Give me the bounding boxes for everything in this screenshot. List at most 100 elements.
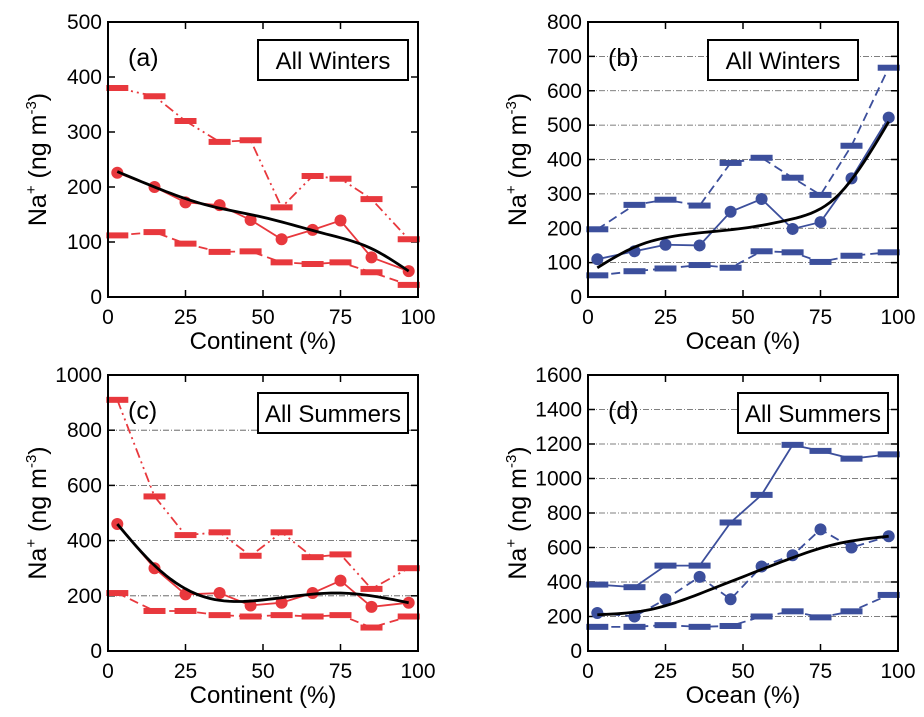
data-bar-marker-upper: [329, 175, 352, 182]
data-point-mean: [814, 216, 827, 229]
data-bar-marker-lower: [397, 613, 420, 620]
data-bar-marker-upper: [623, 584, 646, 591]
series-line-upper: [117, 87, 410, 240]
data-bar-marker-upper: [397, 565, 420, 572]
y-axis-label: Na+ (ng m-3): [503, 446, 532, 579]
series-line-lower: [597, 250, 889, 277]
y-axis-label-text: Na: [24, 194, 52, 226]
label-box: All Winters: [257, 39, 409, 81]
data-bar-marker-upper: [270, 529, 293, 536]
data-bar-marker-upper: [301, 173, 324, 179]
data-bar-marker-upper: [239, 137, 262, 144]
data-bar-marker-lower: [208, 612, 231, 619]
panel-label: (d): [608, 397, 639, 425]
x-tick-label: 100: [400, 306, 435, 329]
fit-curve: [596, 120, 890, 269]
y-tick-label: 600: [547, 537, 582, 560]
panel-label: (c): [128, 397, 157, 425]
y-axis-label-superscript: +: [503, 539, 520, 548]
y-tick-label: 400: [67, 530, 102, 553]
data-bar-marker-upper: [654, 562, 677, 569]
data-bar-marker-lower: [654, 622, 677, 629]
plot-frame: [107, 21, 419, 298]
x-tick-label: 100: [400, 660, 435, 683]
label-box-text: All Summers: [265, 401, 401, 428]
label-box-frame: [707, 39, 859, 81]
data-bar-marker-upper: [143, 493, 166, 500]
data-point-mean: [693, 239, 706, 252]
label-box-text: All Summers: [745, 401, 881, 428]
data-bar-marker-lower: [688, 262, 711, 269]
label-box: All Winters: [707, 39, 859, 81]
panel-d: 0 200 400 600 800 1000 1200 1400 1600 0 25 50 75 100 O…: [503, 364, 916, 709]
fit-curve: [116, 523, 409, 605]
data-bar-marker-lower: [877, 249, 900, 256]
label-box-text: All Winters: [276, 48, 391, 75]
y-axis-label-superscript: +: [23, 539, 40, 548]
y-tick-label: 600: [67, 474, 102, 497]
data-bar-marker-lower: [809, 258, 832, 265]
x-tick-label: 100: [880, 660, 915, 683]
x-tick-label: 50: [731, 306, 754, 329]
series-line-lower: [597, 594, 890, 628]
data-bar-marker-lower: [719, 622, 742, 629]
y-axis-label: Na+ (ng m-3): [23, 446, 52, 579]
y-tick-label: 500: [547, 114, 582, 137]
data-point-mean: [724, 205, 737, 218]
data-bar-marker-upper: [106, 85, 129, 91]
x-axis-label: Continent (%): [190, 328, 337, 355]
data-bar-marker-lower: [750, 248, 773, 255]
series-line-lower: [116, 592, 409, 629]
data-point-mean: [244, 214, 257, 226]
series-line-lower: [117, 231, 409, 286]
y-axis-label-text: (ng m: [504, 468, 532, 539]
data-bar-marker-upper: [654, 196, 677, 203]
y-tick-label: 100: [67, 231, 102, 254]
x-tick-label: 0: [582, 306, 594, 329]
data-bar-marker-lower: [840, 252, 863, 259]
data-bar-marker-lower: [143, 607, 166, 614]
data-bar-marker-upper: [208, 138, 231, 145]
data-point-mean: [275, 233, 288, 246]
y-tick-label: 700: [547, 45, 582, 68]
y-tick-label: 200: [547, 606, 582, 629]
y-tick-label: 600: [547, 80, 582, 103]
data-point-mean: [693, 570, 706, 583]
panel-b: 0 100 200 300 400 500 600 700 800 0 25 50 75 100 Ocean…: [503, 11, 916, 355]
data-bar-marker-upper: [688, 562, 711, 569]
y-axis-label-superscript: -3: [23, 101, 40, 114]
data-bar-marker-lower: [360, 269, 383, 276]
y-tick-label: 500: [67, 11, 102, 34]
data-point-mean: [365, 251, 378, 264]
y-tick-label: 800: [67, 419, 102, 442]
plot-frame: [107, 374, 419, 652]
data-bar-marker-lower: [174, 607, 197, 614]
data-bar-marker-upper: [239, 552, 262, 559]
x-tick-label: 75: [329, 660, 352, 683]
data-bar-marker-upper: [329, 551, 352, 558]
data-point-mean: [275, 596, 288, 609]
y-axis-label-text: (ng m: [24, 468, 52, 539]
data-bar-marker-upper: [106, 396, 129, 403]
y-tick-label: 0: [570, 640, 582, 663]
x-tick-label: 25: [174, 660, 197, 683]
label-box-frame: [257, 392, 409, 434]
y-tick-label: 400: [547, 571, 582, 594]
data-bar-marker-lower: [329, 612, 352, 619]
data-bar-marker-lower: [143, 229, 166, 236]
y-tick-label: 200: [67, 585, 102, 608]
data-bar-marker-upper: [840, 455, 863, 462]
x-tick-label: 75: [329, 306, 352, 329]
data-point-mean: [213, 587, 226, 600]
data-bar-marker-lower: [270, 612, 293, 619]
x-tick-label: 75: [809, 306, 832, 329]
label-box: All Summers: [737, 392, 889, 434]
data-bar-marker-lower: [270, 259, 293, 266]
data-bar-marker-lower: [719, 264, 742, 271]
data-point-mean: [755, 193, 768, 206]
data-bar-marker-upper: [781, 441, 804, 448]
y-axis-label-text: Na: [504, 548, 532, 580]
data-point-mean: [334, 574, 347, 587]
data-bar-marker-lower: [301, 613, 324, 620]
